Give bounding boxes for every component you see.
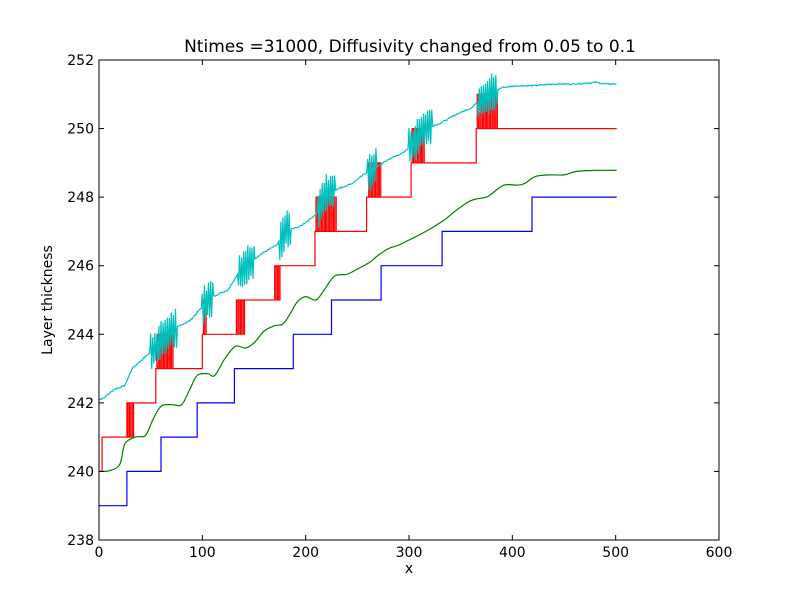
x-tick-label: 600	[706, 545, 733, 561]
y-tick-label: 252	[67, 53, 94, 69]
y-axis-label: Layer thickness	[40, 245, 56, 355]
y-tick-label: 246	[67, 259, 94, 275]
blue-series-line	[99, 196, 617, 507]
x-tick-label: 400	[499, 545, 526, 561]
y-tick-label: 238	[67, 533, 94, 549]
x-tick-label: 500	[602, 545, 629, 561]
y-tick-label: 248	[67, 190, 94, 206]
red-series-line	[99, 93, 617, 472]
y-tick-label: 244	[67, 327, 94, 343]
chart-title: Ntimes =31000, Diffusivity changed from …	[184, 37, 636, 57]
green-series-line	[98, 169, 617, 473]
series-layer	[98, 73, 617, 507]
ticks-layer: 0 100 200 300 400 500 600 238 240 242 244 246 248 250…	[67, 53, 732, 561]
y-tick-label: 250	[67, 122, 94, 138]
x-tick-label: 100	[189, 545, 216, 561]
x-tick-label: 200	[292, 545, 319, 561]
x-axis-label: x	[405, 561, 413, 577]
cyan-series-line	[98, 73, 617, 400]
y-tick-label: 242	[67, 396, 94, 412]
x-tick-label: 300	[396, 545, 423, 561]
y-tick-label: 240	[67, 464, 94, 480]
x-tick-label: 0	[95, 545, 104, 561]
